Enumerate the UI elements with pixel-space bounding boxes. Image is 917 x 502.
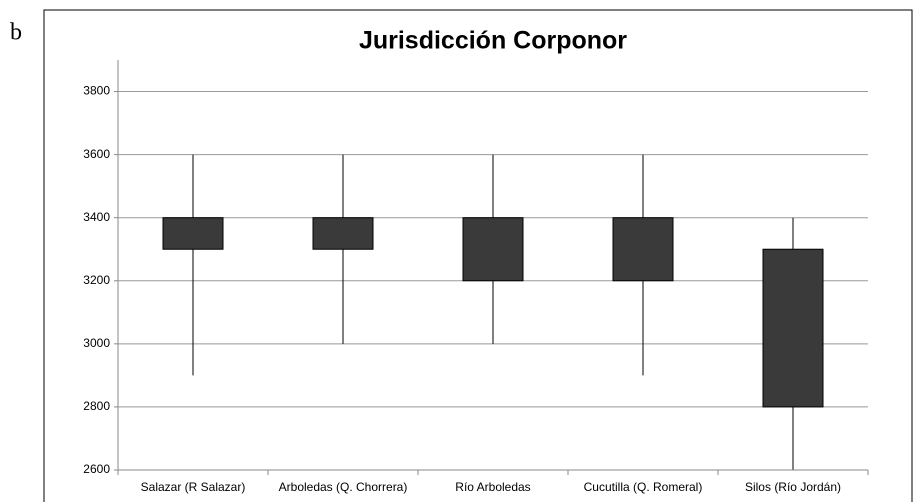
y-tick-label: 3600 — [83, 147, 110, 161]
x-tick-label: Salazar (R Salazar) — [141, 480, 246, 494]
box — [462, 217, 524, 282]
chart-frame — [43, 9, 913, 502]
x-tick-label: Arboledas (Q. Chorrera) — [279, 480, 408, 494]
y-tick-label: 2600 — [83, 462, 110, 476]
x-tick-label: Río Arboledas — [455, 480, 530, 494]
x-tick-label: Silos (Río Jordán) — [745, 480, 841, 494]
panel-label: b — [10, 20, 22, 46]
y-tick-label: 2800 — [83, 399, 110, 413]
box — [612, 217, 674, 282]
y-tick-label: 3000 — [83, 336, 110, 350]
y-tick-label: 3200 — [83, 273, 110, 287]
box — [312, 217, 374, 250]
chart-title: Jurisdicción Corponor — [359, 27, 627, 55]
y-tick-label: 3800 — [83, 84, 110, 98]
x-tick-label: Cucutilla (Q. Romeral) — [584, 480, 703, 494]
box — [162, 217, 224, 250]
box — [762, 248, 824, 408]
y-tick-label: 3400 — [83, 210, 110, 224]
